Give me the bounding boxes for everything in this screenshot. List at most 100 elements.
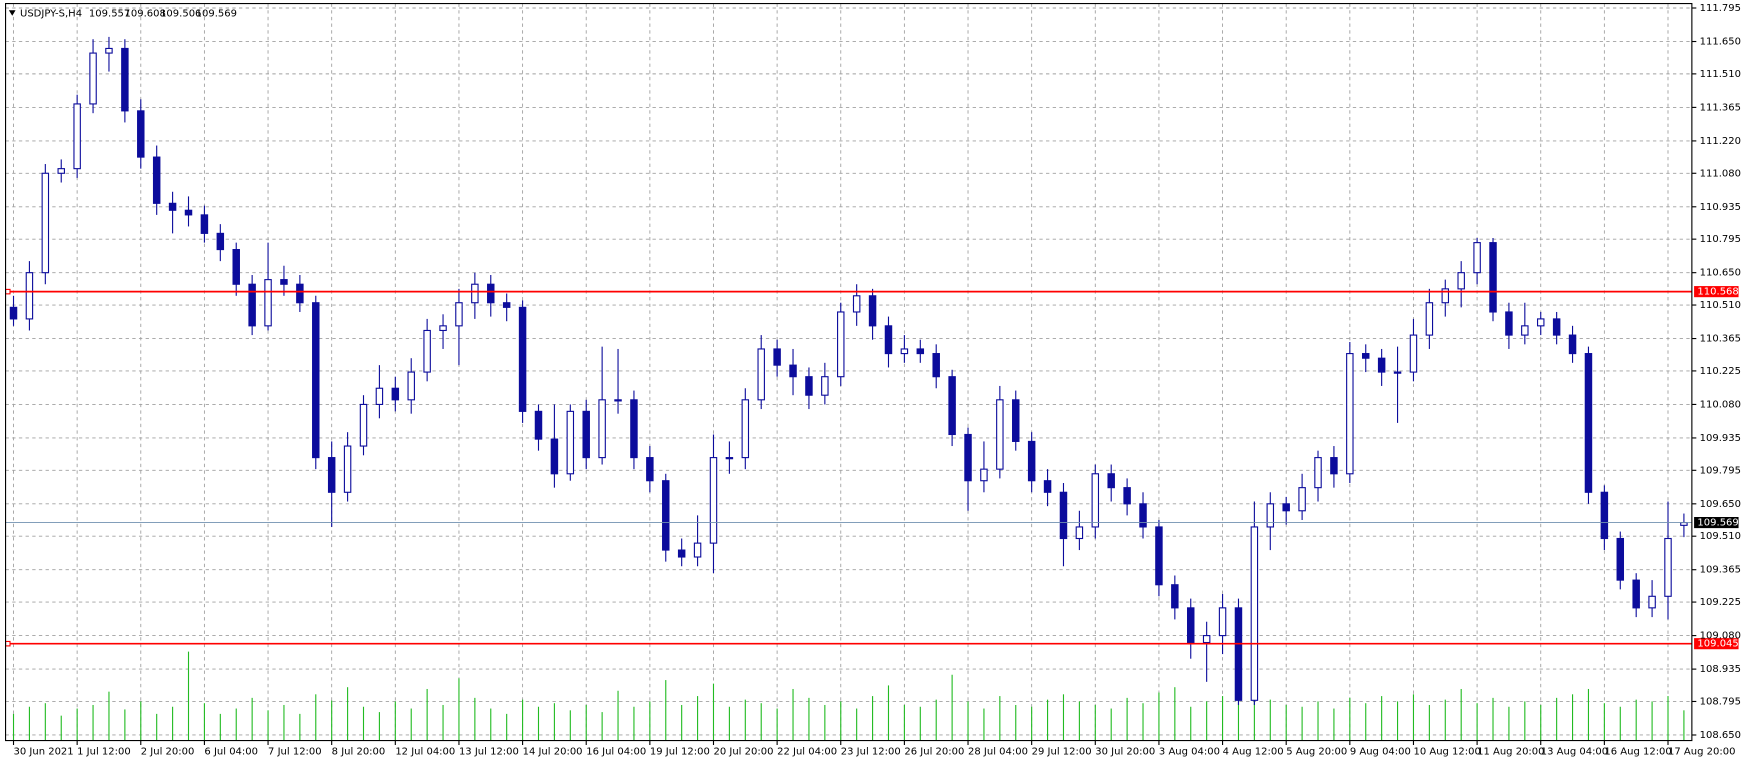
candle-body (741, 399, 750, 459)
candle-body (73, 103, 81, 170)
candle-body (662, 480, 670, 551)
candle-body (566, 410, 575, 475)
candle-body (1409, 334, 1418, 373)
candle-body (184, 209, 193, 216)
candle-body (725, 457, 734, 460)
y-tick-label: 111.650 (1700, 37, 1741, 48)
candle-body (980, 468, 988, 482)
candle-body (152, 156, 161, 204)
level-handle (5, 288, 11, 295)
candle-body (1632, 579, 1640, 609)
y-tick-label: 110.510 (1700, 300, 1741, 311)
x-tick-label: 13 Aug 04:00 (1541, 747, 1608, 758)
current-price-box (1694, 516, 1739, 529)
candle-body (89, 52, 97, 105)
x-tick-label: 10 Aug 12:00 (1413, 747, 1480, 758)
candle-body (630, 399, 638, 459)
candle-body (1139, 503, 1147, 528)
candle-body (105, 47, 113, 54)
candle-body (1664, 537, 1672, 597)
y-tick-label: 110.365 (1700, 334, 1741, 345)
candle-body (948, 376, 956, 436)
y-tick-label: 111.220 (1700, 136, 1741, 147)
y-tick-label: 109.935 (1700, 433, 1741, 444)
y-tick-label: 110.795 (1700, 234, 1741, 245)
candle-body (884, 325, 893, 355)
candle-body (423, 329, 431, 373)
y-tick-label: 109.650 (1700, 499, 1741, 510)
x-tick-label: 3 Aug 04:00 (1159, 747, 1220, 758)
y-tick-label: 111.365 (1700, 102, 1741, 113)
candle-body (1441, 288, 1450, 304)
x-tick-label: 4 Aug 12:00 (1223, 747, 1284, 758)
x-tick-label: 29 Jul 12:00 (1032, 747, 1092, 758)
y-tick-label: 108.650 (1700, 730, 1741, 741)
header-high: 109.608 (125, 9, 166, 20)
x-tick-label: 30 Jul 20:00 (1095, 747, 1155, 758)
y-tick-label: 110.935 (1700, 202, 1741, 213)
candle-body (375, 387, 384, 405)
candle-body (1171, 584, 1179, 609)
y-tick-label: 109.510 (1700, 531, 1741, 542)
candle-body (1568, 334, 1577, 355)
candle-body (1330, 457, 1338, 475)
x-tick-label: 7 Jul 12:00 (268, 747, 322, 758)
x-tick-label: 9 Aug 04:00 (1350, 747, 1411, 758)
candle-body (1107, 473, 1115, 489)
x-tick-label: 17 Aug 20:00 (1668, 747, 1735, 758)
candle-body (1314, 457, 1322, 489)
candle-body (677, 549, 686, 558)
menu-arrow[interactable] (8, 10, 16, 16)
y-tick-label: 111.510 (1700, 69, 1741, 80)
x-tick-label: 14 Jul 20:00 (523, 747, 583, 758)
candle-body (25, 272, 34, 320)
candle-body (916, 348, 925, 355)
x-tick-label: 26 Jul 20:00 (904, 747, 964, 758)
candle-body (1282, 503, 1290, 512)
symbol: USDJPY-S,H4 (20, 9, 82, 20)
y-tick-label: 108.935 (1700, 664, 1741, 675)
overlay-layer: 110.568 109.045 109.569 (5, 286, 1739, 650)
x-tick-label: 12 Jul 04:00 (395, 747, 455, 758)
level-label-box (1694, 286, 1739, 298)
candle-body (1616, 537, 1625, 581)
candle-body (1584, 353, 1593, 493)
candle-body (1059, 491, 1068, 540)
plot-frame (5, 2, 1693, 742)
x-tick-label: 22 Jul 04:00 (777, 747, 837, 758)
candle-body (1393, 371, 1402, 374)
current-price-label: 109.569 (1697, 518, 1738, 529)
candle-body (1377, 357, 1386, 373)
candle-body (1075, 526, 1084, 540)
candle-body (1043, 480, 1052, 493)
candle-body (327, 457, 336, 493)
candle-body (1027, 440, 1036, 482)
candle-body (455, 302, 463, 327)
candle-body (1123, 487, 1131, 505)
candle-body (1346, 353, 1354, 475)
header-close: 109.569 (196, 9, 237, 20)
header-low: 109.506 (160, 9, 201, 20)
candle-body (646, 457, 654, 482)
candle-body (296, 283, 304, 304)
candle-body (343, 445, 352, 493)
candle-body (550, 438, 559, 475)
candle-body (1489, 242, 1497, 313)
grid (5, 3, 1697, 745)
candle-body (407, 371, 415, 401)
x-tick-label: 11 Aug 20:00 (1477, 747, 1544, 758)
candle-body (57, 168, 65, 174)
y-tick-label: 109.795 (1700, 465, 1741, 476)
y-tick-label: 111.795 (1700, 3, 1741, 14)
candle-body (359, 403, 368, 447)
y-tick-label: 108.795 (1700, 696, 1741, 707)
candle-body (534, 410, 543, 440)
x-tick-label: 19 Jul 12:00 (650, 747, 710, 758)
candle-body (518, 306, 527, 412)
level-label: 110.568 (1697, 287, 1738, 298)
candle-body (1521, 325, 1529, 336)
candle-body (1298, 487, 1306, 512)
y-tick-label: 110.080 (1700, 399, 1741, 410)
